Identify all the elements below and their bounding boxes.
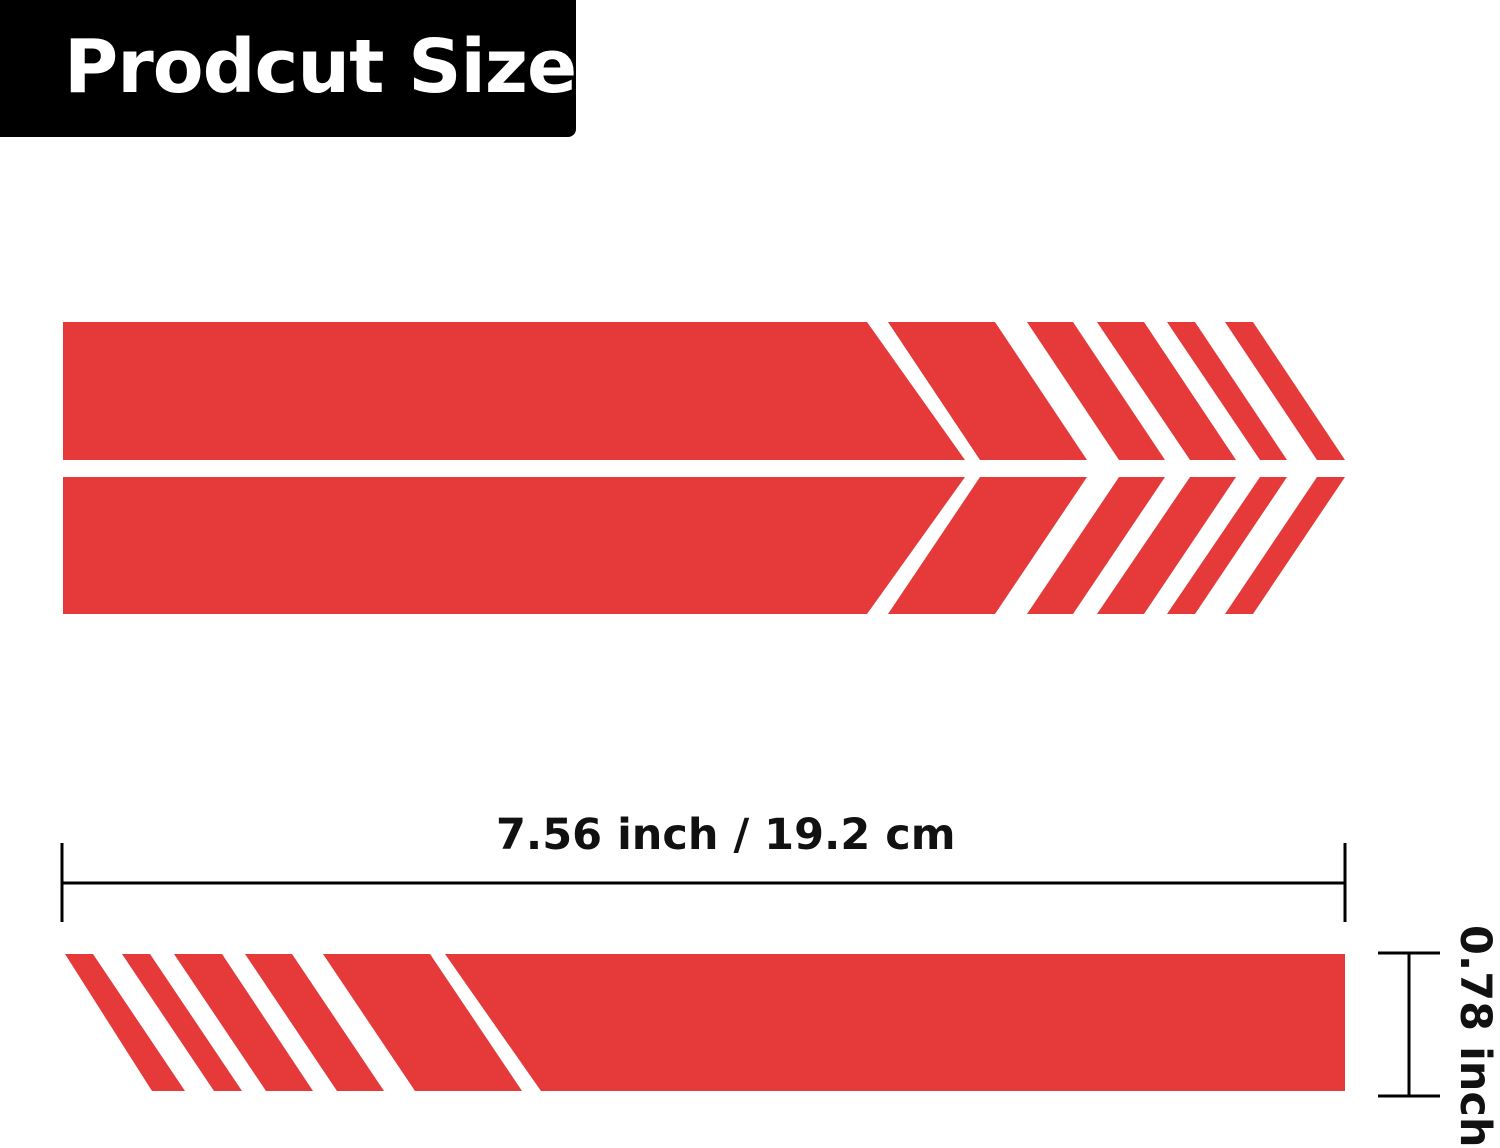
height-dimension-line bbox=[1378, 951, 1440, 1098]
stripe-segment bbox=[1167, 322, 1287, 460]
sticker-single-bottom bbox=[65, 954, 1345, 1091]
stripe-segment bbox=[1167, 477, 1287, 614]
stripe-segment bbox=[888, 322, 1087, 460]
sticker-illustration bbox=[60, 322, 1440, 1098]
stripe-segment bbox=[63, 477, 965, 614]
sticker-pair-top bbox=[63, 322, 1345, 614]
stripe-segment bbox=[323, 954, 522, 1091]
stripe-segment bbox=[1225, 477, 1345, 614]
stripe-segment bbox=[1225, 322, 1345, 460]
stripe-segment bbox=[65, 954, 185, 1091]
stripe-segment bbox=[888, 477, 1087, 614]
stripe-segment bbox=[174, 954, 313, 1091]
stripe-segment bbox=[1027, 322, 1165, 460]
width-label: 7.56 inch / 19.2 cm bbox=[496, 810, 956, 860]
stripe-segment bbox=[63, 322, 965, 460]
stripe-segment bbox=[122, 954, 242, 1091]
stripe-segment bbox=[1097, 322, 1236, 460]
stripe-segment bbox=[245, 954, 384, 1091]
stripe-segment bbox=[1097, 477, 1236, 614]
stripe-segment bbox=[445, 954, 1345, 1091]
height-label: 0.78 inch bbox=[1450, 925, 1500, 1148]
title-banner: Prodcut Size bbox=[0, 0, 577, 137]
page-title: Prodcut Size bbox=[64, 24, 577, 110]
stripe-segment bbox=[1027, 477, 1165, 614]
width-dimension-line bbox=[60, 843, 1347, 922]
